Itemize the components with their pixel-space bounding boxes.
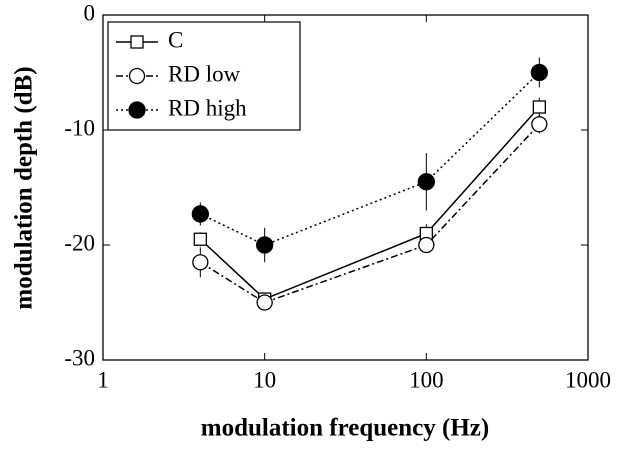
y-tick-label: 0	[84, 0, 96, 25]
series-line	[199, 106, 540, 300]
data-point	[192, 254, 209, 271]
data-point	[417, 173, 435, 191]
y-axis-label: modulation depth (dB)	[11, 66, 38, 309]
x-tick-label: 1	[97, 367, 109, 392]
legend-marker	[130, 35, 144, 49]
data-point	[191, 205, 209, 223]
x-tick-label: 10	[253, 367, 276, 392]
y-tick-label: -10	[64, 115, 95, 140]
series-line	[200, 71, 540, 246]
data-point	[418, 236, 435, 254]
series-line	[199, 123, 540, 304]
x-tick-label: 100	[409, 367, 444, 392]
legend-marker	[128, 67, 146, 85]
y-tick-label: -20	[64, 230, 95, 255]
legend-label: RD high	[168, 95, 247, 120]
data-point	[531, 116, 548, 133]
y-tick-label: -30	[64, 345, 95, 370]
data-point	[256, 294, 273, 311]
plot-frame	[102, 14, 589, 361]
legend-label: RD low	[168, 61, 241, 86]
data-point	[530, 63, 548, 82]
legend-label: C	[168, 27, 183, 52]
data-point	[193, 232, 207, 246]
data-point	[256, 236, 274, 254]
x-axis-label: modulation frequency (Hz)	[201, 415, 489, 442]
data-point	[532, 100, 546, 114]
x-tick-label: 1000	[565, 367, 611, 392]
legend-marker	[128, 101, 146, 119]
